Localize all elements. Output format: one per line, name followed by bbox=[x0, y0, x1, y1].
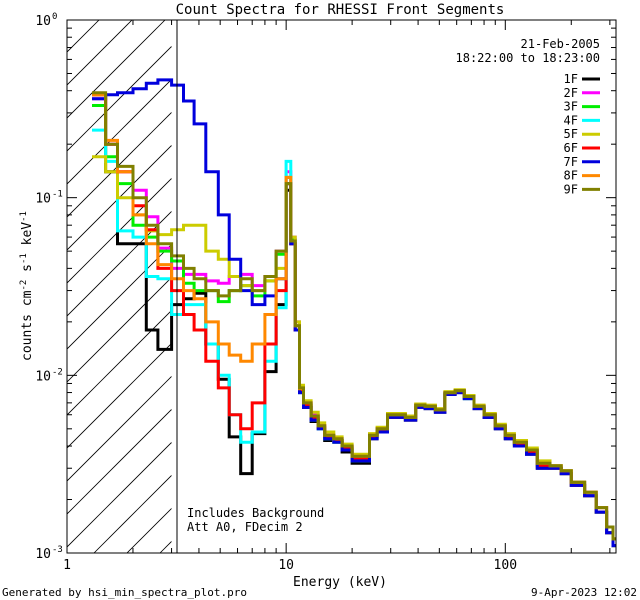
hatched-region bbox=[0, 13, 172, 553]
y-label-part-3: keV bbox=[20, 222, 35, 253]
legend-label-9F: 9F bbox=[564, 182, 578, 196]
hatch-line bbox=[67, 144, 172, 251]
series-lines bbox=[92, 78, 616, 548]
y-label-part-1: counts cm bbox=[20, 290, 35, 361]
legend-label-1F: 1F bbox=[564, 72, 578, 86]
footer-timestamp: 9-Apr-2023 12:02 bbox=[531, 586, 637, 599]
hatch-line bbox=[67, 276, 172, 383]
chart-title: Count Spectra for RHESSI Front Segments bbox=[176, 2, 505, 18]
y-axis-label: counts cm-2 s-1 keV-1 bbox=[19, 211, 35, 361]
y-tick-exponent: -1 bbox=[52, 190, 63, 200]
hatch-line bbox=[67, 210, 172, 317]
hatch-line bbox=[67, 408, 172, 515]
legend-label-6F: 6F bbox=[564, 141, 578, 155]
hatch-line bbox=[67, 20, 100, 53]
y-tick-label: 10 bbox=[35, 192, 51, 207]
series-line-1F bbox=[92, 93, 616, 548]
hatch-line bbox=[67, 243, 172, 350]
y-tick-exponent: 0 bbox=[52, 12, 57, 22]
annotation-attenuator: Att A0, FDecim 2 bbox=[187, 520, 303, 534]
hatch-line bbox=[93, 474, 172, 553]
footer-generated-by: Generated by hsi_min_spectra_plot.pro bbox=[2, 586, 247, 599]
hatch-line bbox=[67, 309, 172, 416]
hatch-line bbox=[0, 13, 7, 553]
y-label-exp-1: -2 bbox=[19, 280, 29, 291]
y-label-exp-2: -1 bbox=[19, 253, 29, 264]
y-label-exp-3: -1 bbox=[19, 211, 29, 222]
hatch-line bbox=[67, 45, 172, 152]
hatch-line bbox=[67, 375, 172, 482]
hatch-line bbox=[67, 78, 172, 185]
legend-label-7F: 7F bbox=[564, 155, 578, 169]
axis-ticks bbox=[66, 20, 616, 554]
annotation-background: Includes Background bbox=[187, 506, 324, 520]
x-tick-label: 10 bbox=[278, 558, 294, 573]
legend-date: 21-Feb-2005 bbox=[521, 37, 600, 51]
y-tick-label: 10 bbox=[35, 547, 51, 562]
legend-label-8F: 8F bbox=[564, 169, 578, 183]
plot-frame bbox=[66, 19, 617, 554]
legend-label-4F: 4F bbox=[564, 113, 578, 127]
x-tick-labels: 1 10 100 bbox=[63, 558, 517, 573]
y-tick-exponent: -2 bbox=[52, 367, 63, 377]
hatch-line bbox=[67, 441, 172, 548]
x-tick-label: 100 bbox=[494, 558, 517, 573]
y-label-part-2: s bbox=[20, 264, 35, 280]
legend-label-5F: 5F bbox=[564, 127, 578, 141]
y-tick-label: 10 bbox=[35, 369, 51, 384]
hatch-line bbox=[0, 13, 73, 553]
series-line-9F bbox=[92, 91, 616, 541]
x-tick-label: 1 bbox=[63, 558, 71, 573]
hatch-line bbox=[67, 20, 166, 119]
x-axis-label: Energy (keV) bbox=[293, 575, 387, 590]
legend-time-range: 18:22:00 to 18:23:00 bbox=[456, 51, 601, 65]
legend-label-2F: 2F bbox=[564, 86, 578, 100]
legend-label-3F: 3F bbox=[564, 100, 578, 114]
y-tick-exponent: -3 bbox=[52, 545, 63, 555]
y-tick-label: 10 bbox=[35, 14, 51, 29]
